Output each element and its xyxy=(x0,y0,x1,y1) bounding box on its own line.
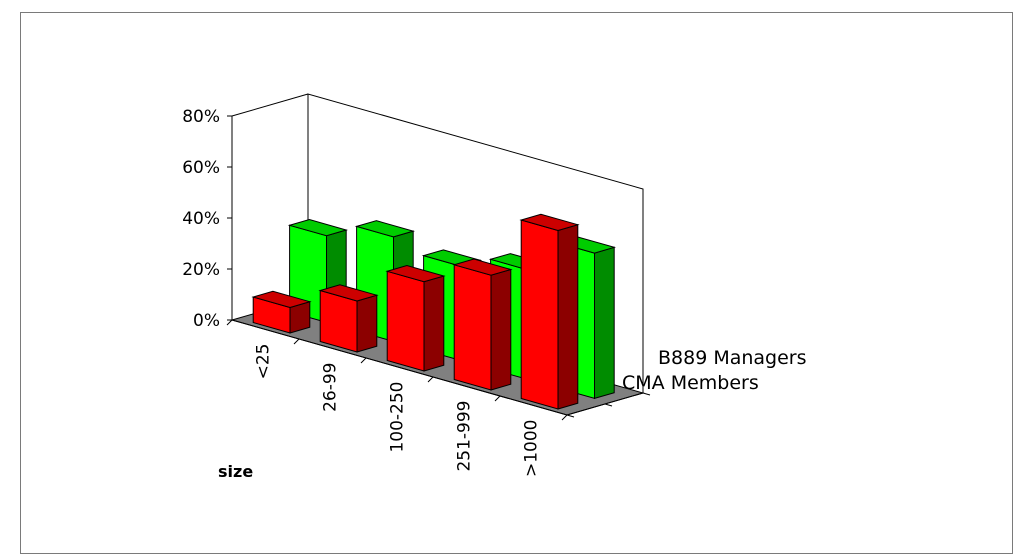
legend: B889 Managers CMA Members xyxy=(622,347,807,394)
y-axis: 0% 20% 40% 60% 80% xyxy=(182,107,232,331)
x-axis-line xyxy=(231,319,568,416)
x-tick-label: 100-250 xyxy=(388,382,408,453)
bar-top xyxy=(287,218,349,237)
bar xyxy=(318,284,379,353)
back-wall xyxy=(307,93,644,393)
bar-side xyxy=(594,246,615,400)
bar xyxy=(519,213,580,410)
x-axis: <25 26-99 100-250 251-999 >1000 xyxy=(226,319,651,478)
x-tick-label: 26-99 xyxy=(321,363,341,412)
x-tick xyxy=(427,376,434,383)
x-tick xyxy=(360,357,367,364)
bar-side xyxy=(490,268,512,391)
legend-label-cma: CMA Members xyxy=(622,372,759,394)
x-tick xyxy=(494,395,501,402)
x-tick-label: >1000 xyxy=(522,420,542,478)
bar-top xyxy=(452,258,513,276)
bar-top xyxy=(318,284,379,302)
depth-tick xyxy=(642,392,651,396)
bar-front xyxy=(520,219,559,410)
y-tick-label: 0% xyxy=(193,311,220,331)
x-axis-title: size xyxy=(218,462,253,481)
y-tick-label: 40% xyxy=(182,209,220,229)
bar-front xyxy=(453,264,492,391)
bar-side xyxy=(356,294,378,353)
bar-top xyxy=(354,220,416,238)
legend-label-b889: B889 Managers xyxy=(658,347,807,369)
left-wall-top xyxy=(231,93,309,117)
x-tick xyxy=(226,319,233,326)
y-tick-label: 80% xyxy=(182,107,220,127)
bars xyxy=(251,213,617,410)
bar-side xyxy=(423,275,445,372)
bar-top xyxy=(385,264,446,283)
y-tick-label: 60% xyxy=(182,158,220,178)
bar-side xyxy=(557,224,579,410)
y-tick-label: 20% xyxy=(182,260,220,280)
bar xyxy=(251,290,312,334)
x-tick xyxy=(293,338,300,345)
bar-top xyxy=(519,213,580,232)
depth-tick xyxy=(604,403,613,407)
bar-top xyxy=(251,290,312,309)
bar xyxy=(385,264,446,372)
x-tick-label: <25 xyxy=(254,344,274,380)
x-tick xyxy=(561,414,568,421)
bar xyxy=(452,258,513,391)
depth-tick xyxy=(566,414,575,418)
bar-front xyxy=(386,270,425,372)
x-tick-label: 251-999 xyxy=(455,401,475,472)
